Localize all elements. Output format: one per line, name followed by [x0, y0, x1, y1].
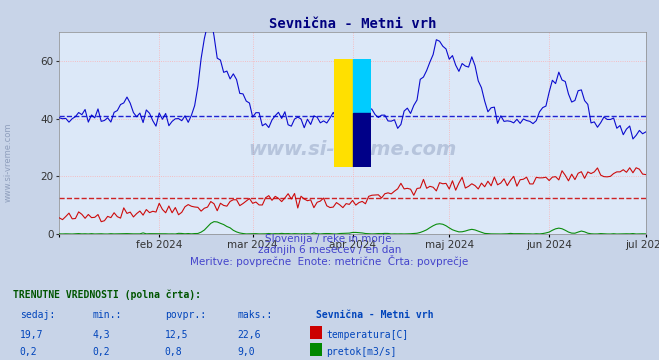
Text: 0,8: 0,8 — [165, 347, 183, 357]
Text: 4,3: 4,3 — [92, 330, 110, 341]
Text: TRENUTNE VREDNOSTI (polna črta):: TRENUTNE VREDNOSTI (polna črta): — [13, 290, 201, 300]
Text: Meritve: povprečne  Enote: metrične  Črta: povprečje: Meritve: povprečne Enote: metrične Črta:… — [190, 255, 469, 267]
Text: www.si-vreme.com: www.si-vreme.com — [248, 140, 457, 159]
Text: min.:: min.: — [92, 310, 122, 320]
Text: 19,7: 19,7 — [20, 330, 43, 341]
Text: 0,2: 0,2 — [92, 347, 110, 357]
Text: 0,2: 0,2 — [20, 347, 38, 357]
Text: 12,5: 12,5 — [165, 330, 188, 341]
Text: maks.:: maks.: — [237, 310, 272, 320]
Text: 9,0: 9,0 — [237, 347, 255, 357]
Text: Slovenija / reke in morje.: Slovenija / reke in morje. — [264, 234, 395, 244]
Bar — [353, 59, 371, 113]
Text: pretok[m3/s]: pretok[m3/s] — [326, 347, 397, 357]
Text: sedaj:: sedaj: — [20, 310, 55, 320]
Text: Sevnična - Metni vrh: Sevnična - Metni vrh — [316, 310, 434, 320]
Bar — [353, 113, 371, 167]
Title: Sevnična - Metni vrh: Sevnična - Metni vrh — [269, 17, 436, 31]
Text: www.si-vreme.com: www.si-vreme.com — [3, 122, 13, 202]
Bar — [335, 59, 353, 167]
Text: povpr.:: povpr.: — [165, 310, 206, 320]
Text: zadnjih 6 mesecev / en dan: zadnjih 6 mesecev / en dan — [258, 245, 401, 255]
Text: temperatura[C]: temperatura[C] — [326, 330, 409, 341]
Text: 22,6: 22,6 — [237, 330, 261, 341]
